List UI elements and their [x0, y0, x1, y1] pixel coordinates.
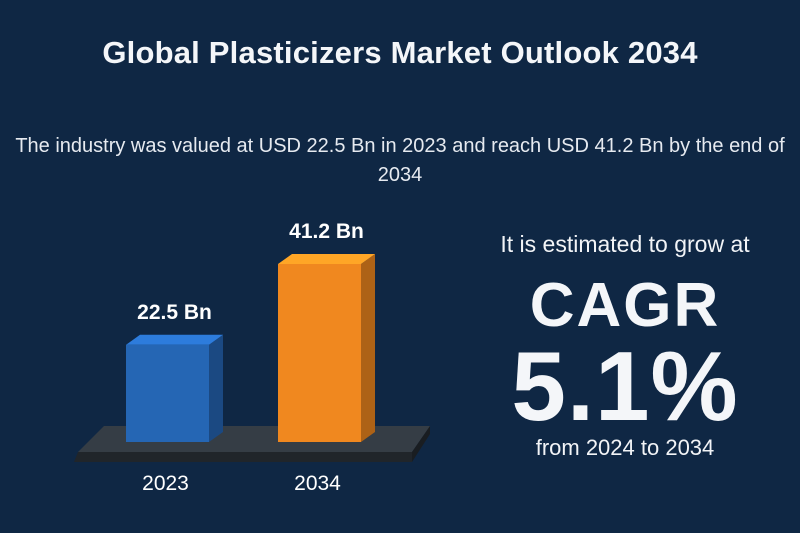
bar-value-label: 41.2 Bn	[289, 220, 364, 243]
bar-side-2034	[361, 254, 375, 442]
chart-platform-side	[412, 426, 430, 462]
cagr-period: from 2024 to 2034	[535, 435, 715, 460]
x-tick-label: 2034	[294, 472, 341, 495]
chart-platform-front	[74, 452, 412, 462]
x-tick-label: 2023	[142, 472, 189, 495]
bar-value-label: 22.5 Bn	[137, 301, 212, 324]
bar-2034	[278, 264, 361, 442]
bar-top-2023	[126, 334, 223, 345]
cagr-value: 5.1%	[511, 331, 739, 441]
page-subtitle: The industry was valued at USD 22.5 Bn i…	[15, 135, 785, 186]
bar-side-2023	[209, 334, 223, 442]
cagr-heading: CAGR	[529, 271, 721, 340]
page-title: Global Plasticizers Market Outlook 2034	[102, 35, 698, 70]
bar-top-2034	[278, 254, 375, 264]
cagr-intro-text: It is estimated to grow at	[500, 231, 750, 257]
bar-2023	[126, 344, 209, 442]
